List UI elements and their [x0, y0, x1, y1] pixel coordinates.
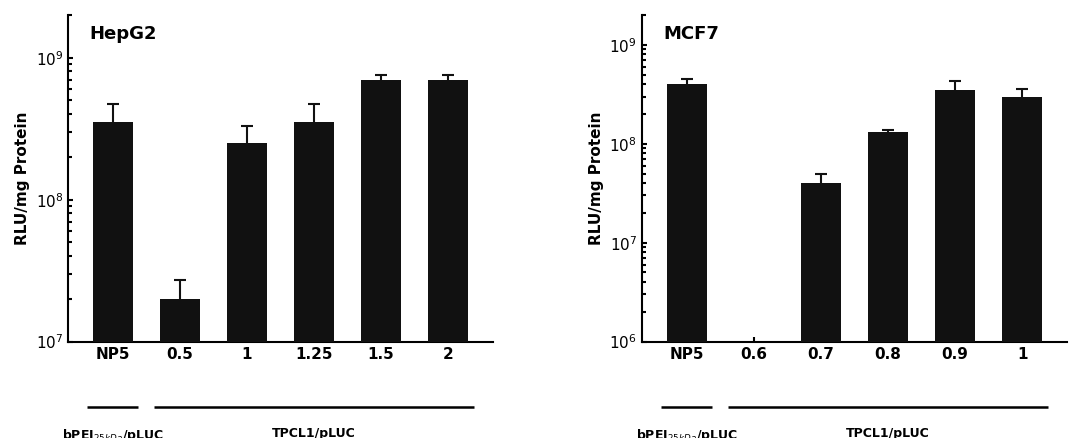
Text: MCF7: MCF7 — [663, 25, 720, 43]
Bar — [667, 84, 707, 438]
Text: HepG2: HepG2 — [89, 25, 157, 43]
Bar — [1002, 96, 1042, 438]
Text: TPCL1/pLUC
C/A(+/-) ratio: TPCL1/pLUC C/A(+/-) ratio — [842, 427, 935, 438]
Bar — [160, 299, 200, 438]
Y-axis label: RLU/mg Protein: RLU/mg Protein — [15, 112, 30, 245]
Bar — [93, 123, 133, 438]
Bar — [294, 123, 334, 438]
Bar — [734, 351, 774, 438]
Bar — [868, 132, 908, 438]
Bar — [801, 183, 841, 438]
Text: bPEI$_{25kDa}$/pLUC: bPEI$_{25kDa}$/pLUC — [635, 427, 738, 438]
Text: TPCL1/pLUC
C/A(+/-) ratio: TPCL1/pLUC C/A(+/-) ratio — [267, 427, 360, 438]
Bar — [428, 80, 469, 438]
Text: bPEI$_{25kDa}$/pLUC: bPEI$_{25kDa}$/pLUC — [62, 427, 163, 438]
Bar — [227, 143, 267, 438]
Y-axis label: RLU/mg Protein: RLU/mg Protein — [589, 112, 604, 245]
Bar — [361, 80, 401, 438]
Bar — [935, 90, 975, 438]
